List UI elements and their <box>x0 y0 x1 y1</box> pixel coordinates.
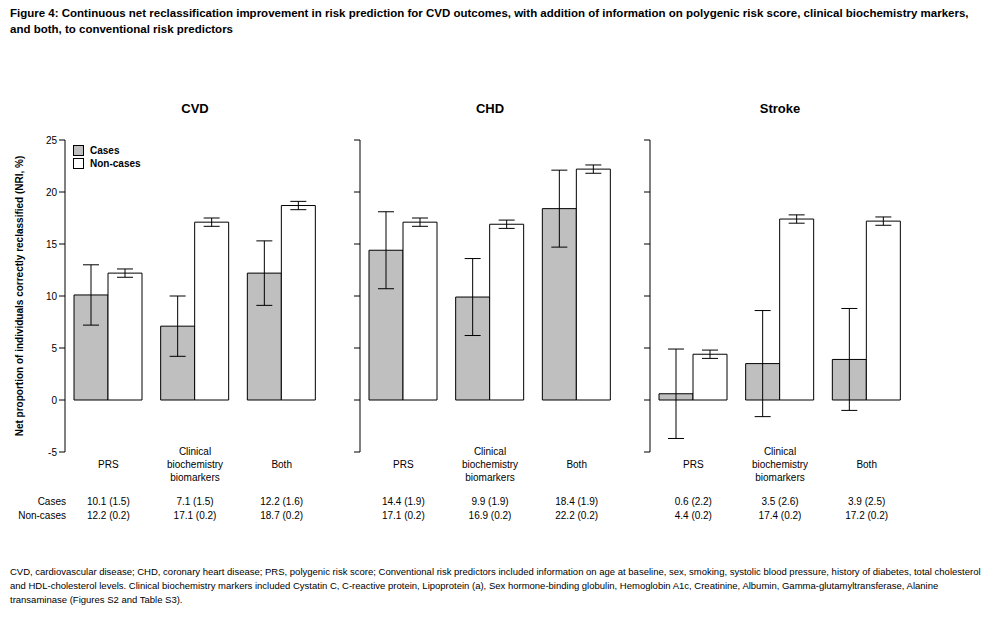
svg-text:Both: Both <box>566 459 587 470</box>
svg-text:biomarkers: biomarkers <box>755 472 804 483</box>
svg-text:20: 20 <box>46 187 58 198</box>
svg-text:Both: Both <box>271 459 292 470</box>
svg-text:biochemistry: biochemistry <box>462 459 518 470</box>
svg-text:17.4 (0.2): 17.4 (0.2) <box>759 510 802 521</box>
html-text:CHD: CHD <box>475 101 505 116</box>
svg-text:12.2 (0.2): 12.2 (0.2) <box>87 510 130 521</box>
svg-text:3.5 (2.6): 3.5 (2.6) <box>761 496 798 507</box>
svg-text:biomarkers: biomarkers <box>170 472 219 483</box>
svg-text:17.1 (0.2): 17.1 (0.2) <box>382 510 425 521</box>
html-text:CVD, cardiovascular disease; C: CVD, cardiovascular disease; CHD, corona… <box>10 566 981 605</box>
html-text:Non-cases: Non-cases <box>18 510 66 521</box>
svg-text:0: 0 <box>51 395 57 406</box>
html-text:Non-cases: Non-cases <box>90 158 141 169</box>
svg-text:16.9 (0.2): 16.9 (0.2) <box>469 510 512 521</box>
svg-text:PRS: PRS <box>683 459 704 470</box>
svg-text:biochemistry: biochemistry <box>167 459 223 470</box>
svg-text:10.1 (1.5): 10.1 (1.5) <box>87 496 130 507</box>
svg-text:25: 25 <box>46 135 58 146</box>
svg-text:Both: Both <box>856 459 877 470</box>
svg-text:-5: -5 <box>48 447 57 458</box>
svg-text:PRS: PRS <box>98 459 119 470</box>
svg-text:17.1 (0.2): 17.1 (0.2) <box>174 510 217 521</box>
html-text:Cases: Cases <box>90 145 120 156</box>
svg-text:18.7 (0.2): 18.7 (0.2) <box>260 510 303 521</box>
svg-text:Clinical: Clinical <box>474 446 506 457</box>
svg-text:7.1 (1.5): 7.1 (1.5) <box>176 496 213 507</box>
svg-text:14.4 (1.9): 14.4 (1.9) <box>382 496 425 507</box>
svg-text:15: 15 <box>46 239 58 250</box>
html-text:Figure 4: Continuous net recla: Figure 4: Continuous net reclassificatio… <box>10 7 969 35</box>
svg-text:biochemistry: biochemistry <box>752 459 808 470</box>
svg-text:biomarkers: biomarkers <box>465 472 514 483</box>
svg-text:Net proportion of individuals: Net proportion of individuals correctly … <box>14 156 25 437</box>
svg-text:PRS: PRS <box>393 459 414 470</box>
svg-text:9.9 (1.9): 9.9 (1.9) <box>471 496 508 507</box>
html-text:CVD: CVD <box>181 101 209 116</box>
svg-text:4.4 (0.2): 4.4 (0.2) <box>675 510 712 521</box>
svg-text:22.2 (0.2): 22.2 (0.2) <box>555 510 598 521</box>
html-text:Stroke: Stroke <box>759 101 801 116</box>
svg-text:10: 10 <box>46 291 58 302</box>
html-text:Cases: Cases <box>37 496 66 507</box>
svg-text:12.2 (1.6): 12.2 (1.6) <box>260 496 303 507</box>
svg-text:3.9 (2.5): 3.9 (2.5) <box>848 496 885 507</box>
svg-text:18.4 (1.9): 18.4 (1.9) <box>555 496 598 507</box>
svg-text:Clinical: Clinical <box>764 446 796 457</box>
svg-text:0.6 (2.2): 0.6 (2.2) <box>675 496 712 507</box>
svg-text:Clinical: Clinical <box>179 446 211 457</box>
svg-text:17.2 (0.2): 17.2 (0.2) <box>845 510 888 521</box>
svg-text:5: 5 <box>51 343 57 354</box>
